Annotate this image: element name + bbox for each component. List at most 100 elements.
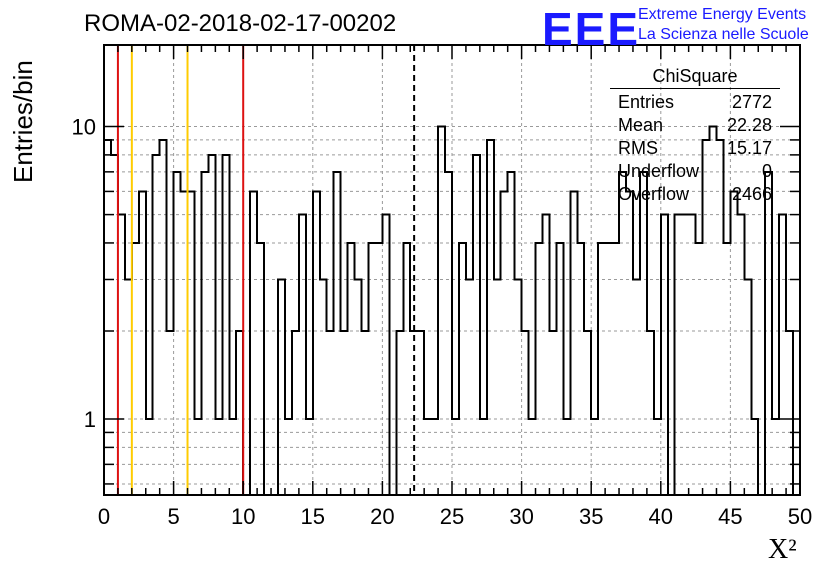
stats-box: ChiSquare Entries 2772 Mean 22.28 RMS 15… [610, 66, 780, 206]
x-tick-label: 5 [167, 504, 179, 529]
histogram-bin [341, 331, 348, 495]
histogram-bin [675, 215, 682, 495]
histogram-bin [529, 419, 536, 495]
histogram-bin [313, 191, 320, 495]
histogram-bin [292, 331, 299, 495]
histogram-bin [194, 419, 201, 495]
histogram-bin [375, 243, 382, 495]
histogram-bin [320, 279, 327, 495]
histogram-bin [431, 419, 438, 495]
stats-row-rms: RMS 15.17 [610, 137, 780, 160]
histogram-bin [250, 191, 257, 495]
histogram-bin [208, 155, 215, 495]
histogram-bin [285, 419, 292, 495]
histogram-bin [772, 419, 779, 495]
histogram-bin [160, 140, 167, 495]
histogram-bin [445, 172, 452, 495]
histogram-bin [424, 419, 431, 495]
histogram-bin [654, 419, 661, 495]
histogram-bin [188, 191, 195, 495]
histogram-bin [647, 331, 654, 495]
histogram-bin [438, 127, 445, 495]
x-tick-label: 20 [370, 504, 394, 529]
histogram-bin [536, 243, 543, 495]
histogram-bin [167, 331, 174, 495]
histogram-bin [396, 331, 403, 495]
histogram-bin [591, 419, 598, 495]
histogram-bin [522, 331, 529, 495]
stats-row-mean: Mean 22.28 [610, 114, 780, 137]
stats-label: Overflow [618, 184, 690, 204]
x-tick-label: 35 [579, 504, 603, 529]
histogram-bin [466, 279, 473, 495]
histogram-outline [103, 125, 795, 496]
histogram-bin [612, 243, 619, 495]
histogram-bin [661, 215, 668, 495]
histogram-bin [327, 331, 334, 495]
histogram-bin [696, 243, 703, 495]
histogram-bin [132, 243, 139, 495]
y-tick-label: 10 [72, 115, 96, 140]
histogram-bin [306, 419, 313, 495]
histogram-bin [480, 419, 487, 495]
histogram-bin [563, 419, 570, 495]
histogram-bin [494, 279, 501, 495]
stats-title: ChiSquare [610, 66, 780, 89]
histogram-bin [222, 155, 229, 495]
histogram-bin [215, 419, 222, 495]
histogram-bin [786, 331, 793, 495]
histogram-bin [111, 155, 118, 495]
logo-line-2: La Scienza nelle Scuole [638, 26, 809, 43]
histogram-bin [278, 279, 285, 495]
histogram-bin [417, 331, 424, 495]
histogram-bin [201, 172, 208, 495]
x-tick-label: 30 [509, 504, 533, 529]
histogram-bin [765, 172, 772, 495]
histogram-bin [125, 279, 132, 495]
stats-value: 0 [761, 161, 772, 181]
histogram-bin [577, 243, 584, 495]
histogram-bin [181, 191, 188, 495]
histogram-bin [730, 191, 737, 495]
y-tick-label: 1 [84, 407, 96, 432]
histogram-bin [501, 191, 508, 495]
x-tick-label: 50 [788, 504, 812, 529]
x-tick-label: 25 [440, 504, 464, 529]
stats-row-underflow: Underflow 0 [610, 160, 780, 183]
histogram-bin [403, 243, 410, 495]
eee-logo: EEE [542, 3, 641, 55]
histogram-bin [515, 279, 522, 495]
histogram-bin [751, 419, 758, 495]
stats-value: 2772 [731, 92, 772, 112]
histogram-bin [368, 243, 375, 495]
histogram-bin [542, 215, 549, 495]
histogram-bin [737, 215, 744, 495]
histogram-bin [744, 279, 751, 495]
x-tick-label: 10 [231, 504, 255, 529]
histogram-bin [459, 243, 466, 495]
histogram-bin [584, 331, 591, 495]
histogram-bin [626, 191, 633, 495]
histogram-bin [605, 243, 612, 495]
histogram-bin [334, 172, 341, 495]
histogram-bin [146, 419, 153, 495]
histogram-bin [174, 172, 181, 495]
histogram-bin [556, 243, 563, 495]
stats-label: Mean [618, 115, 664, 135]
stats-value: 2466 [731, 184, 772, 204]
stats-label: Entries [618, 92, 675, 112]
histogram-bin [689, 215, 696, 495]
histogram-bin [104, 140, 111, 495]
x-tick-label: 0 [98, 504, 110, 529]
histogram-bin [229, 419, 236, 495]
histogram-bin [452, 419, 459, 495]
histogram-bin [362, 331, 369, 495]
histogram-bin [682, 215, 689, 495]
stats-label: Underflow [618, 161, 700, 181]
stats-label: RMS [618, 138, 658, 158]
histogram-bin [348, 243, 355, 495]
y-axis-label: Entries/bin [8, 60, 38, 183]
stats-value: 22.28 [726, 115, 772, 135]
chart-title: ROMA-02-2018-02-17-00202 [84, 10, 397, 37]
histogram-bin [299, 215, 306, 495]
